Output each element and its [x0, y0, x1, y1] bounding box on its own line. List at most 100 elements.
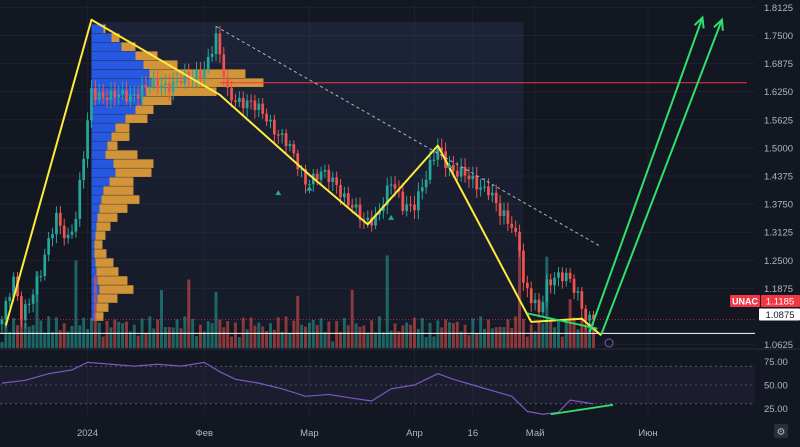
candle-body	[214, 33, 218, 54]
volume-bar	[97, 322, 101, 348]
candle-body	[292, 144, 296, 154]
volume-profile-up-bar	[91, 114, 126, 123]
volume-bar	[233, 322, 237, 348]
candle-body	[514, 227, 518, 232]
volume-bar	[167, 326, 171, 348]
volume-bar	[553, 327, 557, 348]
volume-profile-down-bar	[115, 168, 152, 177]
candle-body	[47, 238, 51, 255]
candle-body	[265, 113, 268, 122]
candle-body	[343, 193, 346, 198]
volume-bar	[335, 320, 339, 348]
volume-bar	[101, 336, 105, 348]
price-tick-label: 1.5000	[764, 143, 793, 154]
volume-profile-down-bar	[97, 213, 118, 222]
volume-bar	[163, 327, 167, 348]
candle-body	[117, 94, 121, 98]
volume-profile-up-bar	[91, 195, 102, 204]
candle-body	[308, 184, 311, 186]
volume-bar	[479, 316, 483, 348]
volume-profile-down-bar	[97, 294, 118, 303]
candle-body	[529, 288, 533, 304]
signal-marker	[306, 185, 313, 191]
candle-body	[374, 214, 377, 226]
volume-bar	[366, 332, 370, 348]
candle-body	[206, 56, 210, 70]
candle-body	[101, 92, 105, 98]
candle-body	[31, 294, 35, 304]
volume-profile-up-bar	[91, 258, 96, 267]
volume-bar	[580, 317, 584, 348]
candle-body	[471, 175, 475, 180]
volume-profile-down-bar	[107, 141, 118, 150]
candle-body	[27, 303, 31, 305]
candle-body	[483, 186, 486, 188]
candle-body	[58, 212, 62, 226]
candle-body	[222, 54, 226, 78]
volume-bar	[339, 332, 343, 348]
candle-body	[156, 77, 159, 89]
volume-profile-up-bar	[91, 69, 150, 78]
volume-bar	[171, 327, 175, 348]
last-price-label: 1.1185	[766, 297, 794, 308]
volume-bar	[82, 317, 86, 348]
candle-body	[370, 217, 374, 226]
volume-bar	[362, 325, 366, 348]
candle-body	[560, 272, 564, 282]
volume-profile-up-bar	[91, 267, 97, 276]
candle-body	[389, 184, 393, 186]
candle-body	[55, 212, 58, 235]
volume-bar	[428, 322, 432, 348]
volume-profile-up-bar	[91, 213, 98, 222]
drawings	[0, 15, 755, 348]
candle-body	[121, 90, 124, 95]
volume-profile-up-bar	[91, 96, 142, 105]
candle-body	[136, 94, 140, 99]
volume-bar	[230, 336, 234, 348]
volume-bar	[148, 316, 152, 348]
gear-icon[interactable]: ⚙	[777, 427, 786, 438]
volume-bar	[261, 326, 265, 348]
volume-bar	[451, 323, 455, 348]
volume-bar	[556, 321, 560, 348]
volume-bar	[132, 324, 136, 348]
candle-body	[409, 204, 412, 206]
volume-profile-up-bar	[91, 177, 110, 186]
volume-bar	[467, 335, 471, 348]
candle-body	[23, 304, 27, 321]
candle-body	[39, 276, 43, 278]
signal-marker	[275, 190, 282, 196]
volume-profile-down-bar	[113, 159, 154, 168]
candle-body	[12, 276, 15, 297]
candle-body	[167, 83, 171, 93]
volume-bar	[187, 279, 191, 348]
volume-bar	[494, 327, 498, 348]
volume-bar	[405, 322, 409, 348]
candle-body	[366, 217, 370, 221]
volume-bar	[202, 331, 206, 348]
candle-body	[319, 171, 323, 180]
volume-bar	[27, 326, 31, 348]
volume-bar	[498, 326, 502, 348]
time-tick-label: 16	[468, 428, 479, 439]
candle-body	[132, 94, 136, 96]
volume-profile-down-bar	[151, 78, 264, 87]
volume-bar	[8, 332, 12, 348]
volume-profile-down-bar	[135, 105, 154, 114]
candle-body	[467, 175, 471, 180]
volume-bar	[483, 328, 487, 348]
candle-body	[533, 299, 537, 304]
candle-body	[417, 191, 420, 211]
candle-body	[479, 187, 482, 190]
volume-bar	[292, 320, 296, 348]
volume-bar	[4, 321, 8, 348]
volume-profile-up-bar	[91, 42, 122, 52]
candle-body	[237, 98, 241, 103]
settings-button-bg[interactable]	[774, 424, 788, 438]
price-tick-label: 1.0625	[764, 340, 793, 351]
volume-bar	[440, 327, 444, 348]
candle-body	[261, 103, 265, 114]
volume-bar	[448, 322, 451, 348]
settings-button[interactable]: ⚙	[774, 424, 788, 438]
